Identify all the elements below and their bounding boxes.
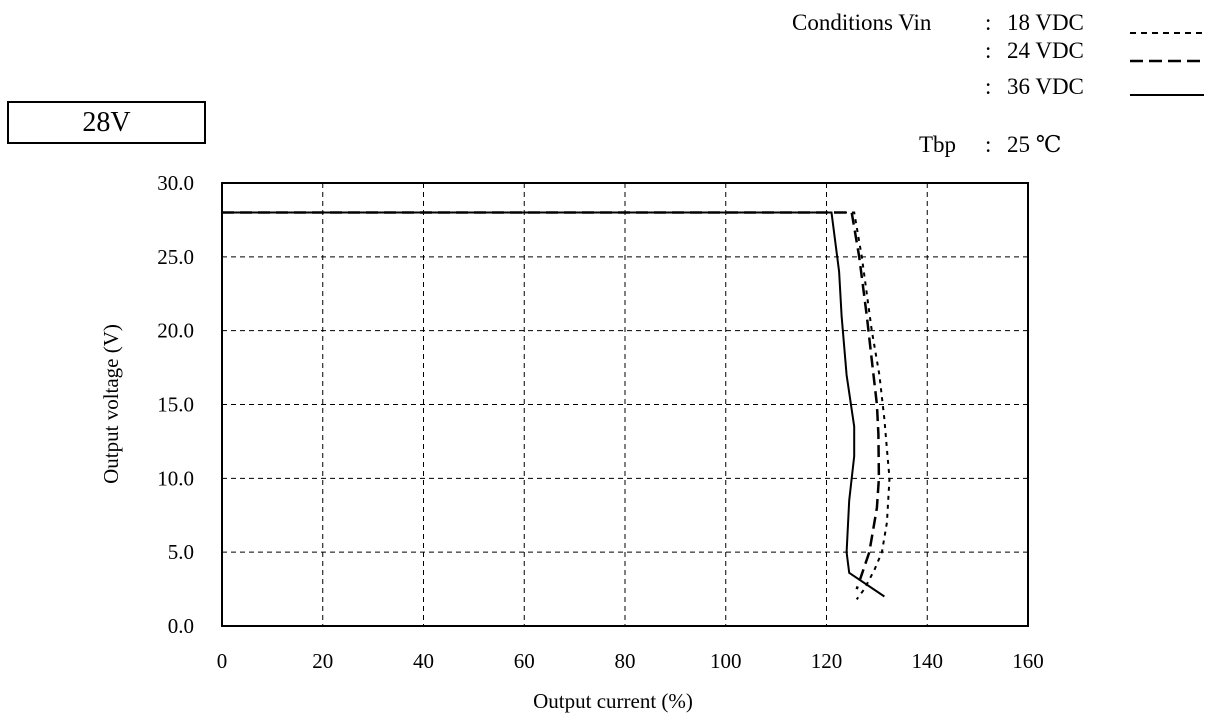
- legend-18vdc-dotted-sample: [1130, 32, 1204, 34]
- x-tick-label: 20: [312, 649, 333, 673]
- legend-24vdc-label: 24 VDC: [1007, 38, 1084, 63]
- legend-24vdc-dashed-sample: [1130, 59, 1204, 63]
- conditions-legend: Conditions Vin : 18 VDC : 24 VDC : 36 VD…: [760, 8, 1220, 198]
- legend-colon: :: [985, 38, 992, 63]
- series-lines: [222, 211, 891, 600]
- y-tick-label: 20.0: [157, 319, 194, 343]
- conditions-label: Conditions Vin: [792, 10, 932, 35]
- y-axis-title: Output voltage (V): [99, 324, 123, 484]
- y-tick-labels: 0.0 5.0 10.0 15.0 20.0 25.0 30.0: [157, 171, 194, 638]
- x-tick-label: 40: [413, 649, 434, 673]
- x-tick-label: 80: [615, 649, 636, 673]
- legend-colon: :: [985, 74, 992, 99]
- legend-colon: :: [985, 132, 992, 157]
- y-tick-label: 15.0: [157, 393, 194, 417]
- legend-36vdc-solid-sample: [1130, 94, 1204, 96]
- series-line-36-vdc: [222, 211, 885, 598]
- voltage-badge: 28V: [7, 101, 206, 144]
- x-tick-label: 160: [1012, 649, 1044, 673]
- x-axis-title: Output current (%): [533, 689, 693, 713]
- tbp-value: 25 ℃: [1007, 132, 1062, 157]
- x-tick-label: 100: [710, 649, 742, 673]
- legend-colon: :: [985, 10, 992, 35]
- x-tick-label: 140: [912, 649, 944, 673]
- legend-36vdc-label: 36 VDC: [1007, 74, 1084, 99]
- y-tick-label: 10.0: [157, 466, 194, 490]
- y-tick-label: 25.0: [157, 245, 194, 269]
- legend-18vdc-label: 18 VDC: [1007, 10, 1084, 35]
- y-tick-label: 30.0: [157, 171, 194, 195]
- y-tick-label: 5.0: [168, 540, 194, 564]
- tbp-label: Tbp: [919, 132, 957, 157]
- x-tick-label: 120: [811, 649, 843, 673]
- x-tick-label: 60: [514, 649, 535, 673]
- x-tick-labels: 0 20 40 60 80 100 120 140 160: [217, 649, 1044, 673]
- grid-lines: [222, 183, 1028, 626]
- x-tick-label: 0: [217, 649, 228, 673]
- series-line-24-vdc: [222, 211, 881, 590]
- y-tick-label: 0.0: [168, 614, 194, 638]
- plot-frame: [221, 182, 1029, 627]
- series-line-18-vdc: [222, 211, 891, 600]
